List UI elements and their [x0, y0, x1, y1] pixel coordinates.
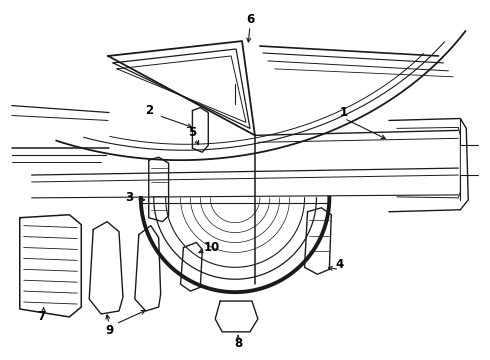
Text: 9: 9 — [105, 324, 113, 337]
Text: 7: 7 — [38, 310, 46, 323]
Text: 5: 5 — [188, 126, 196, 139]
Text: 1: 1 — [340, 106, 348, 119]
Text: 4: 4 — [335, 258, 343, 271]
Text: 6: 6 — [246, 13, 254, 26]
Text: 10: 10 — [204, 241, 220, 254]
Text: 2: 2 — [145, 104, 153, 117]
Text: 8: 8 — [234, 337, 242, 350]
Text: 3: 3 — [125, 192, 133, 204]
